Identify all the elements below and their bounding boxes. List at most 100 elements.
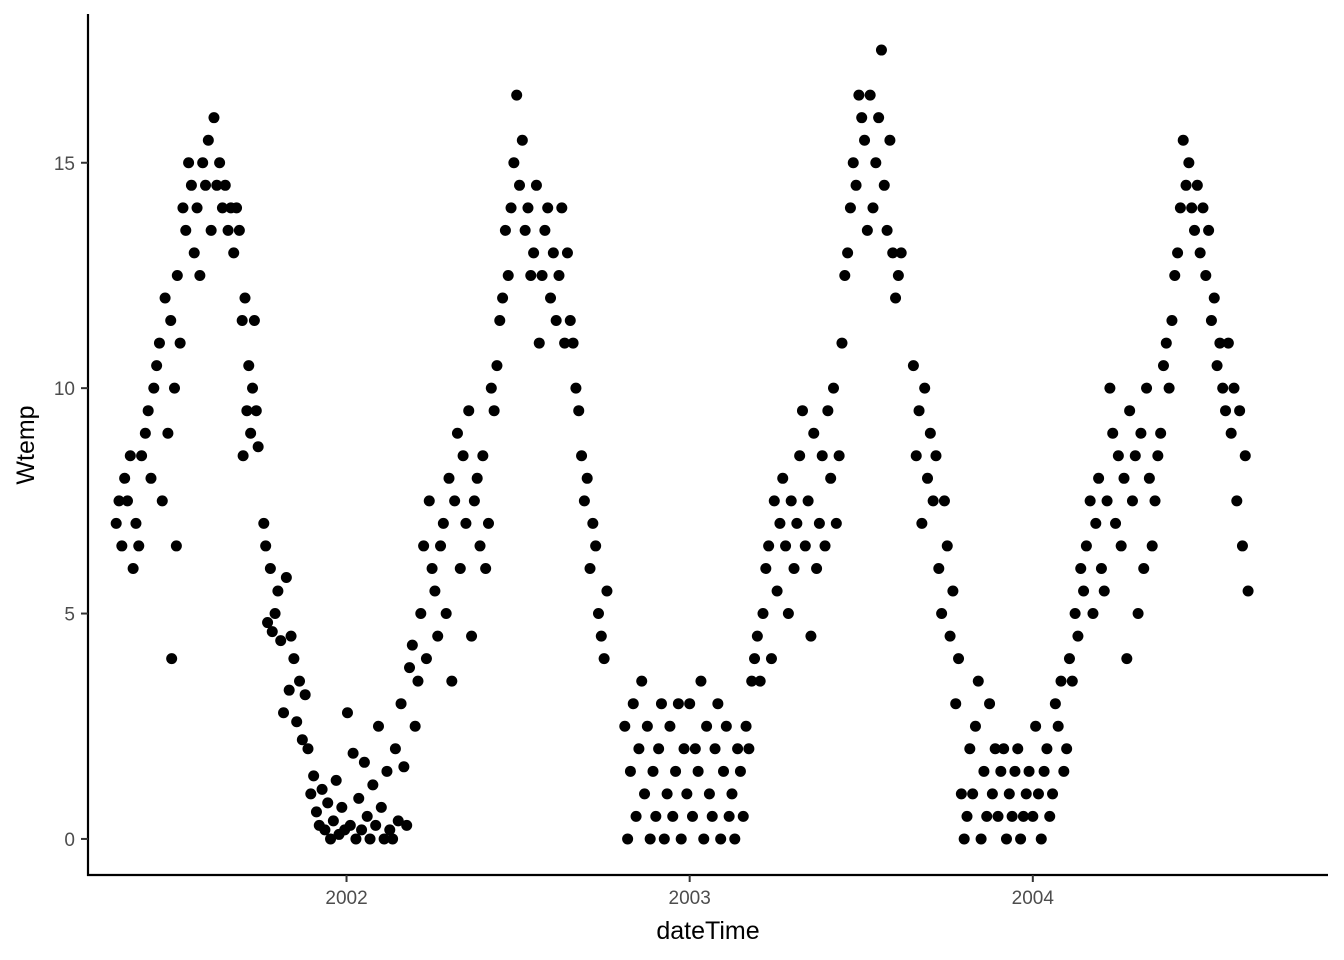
- data-point: [870, 157, 882, 169]
- data-point: [327, 815, 339, 827]
- data-point: [813, 517, 825, 529]
- data-point: [828, 382, 839, 394]
- data-point: [556, 202, 568, 214]
- data-point: [330, 774, 342, 786]
- data-point: [1055, 675, 1067, 687]
- data-point: [684, 698, 696, 710]
- data-point: [1035, 833, 1047, 845]
- y-tick-label: 10: [54, 379, 75, 400]
- data-point: [794, 450, 806, 462]
- data-point: [1132, 608, 1144, 620]
- data-point: [1101, 495, 1113, 507]
- data-point: [830, 517, 842, 529]
- data-point: [151, 360, 163, 372]
- data-point: [1017, 810, 1029, 822]
- data-point: [919, 382, 931, 394]
- data-point: [514, 179, 526, 191]
- data-point: [522, 202, 534, 214]
- data-point: [819, 540, 831, 552]
- data-point: [241, 405, 253, 417]
- data-point: [737, 810, 749, 822]
- data-point: [308, 770, 320, 782]
- data-point: [305, 788, 317, 800]
- data-point: [995, 765, 1007, 777]
- data-point: [780, 540, 792, 552]
- data-point: [1228, 382, 1240, 394]
- data-point: [491, 360, 503, 372]
- data-point: [372, 720, 384, 732]
- data-point: [1009, 765, 1021, 777]
- data-point: [1149, 495, 1161, 507]
- data-point: [406, 639, 418, 651]
- data-point: [378, 833, 390, 845]
- data-point: [822, 405, 834, 417]
- data-point: [859, 134, 871, 146]
- data-point: [1141, 382, 1153, 394]
- data-point: [145, 472, 157, 484]
- data-point: [294, 675, 306, 687]
- data-point: [177, 202, 189, 214]
- data-point: [1160, 337, 1172, 349]
- data-point: [1197, 202, 1209, 214]
- data-point: [474, 540, 486, 552]
- data-point: [1020, 788, 1032, 800]
- data-point: [1023, 765, 1035, 777]
- data-point: [598, 653, 610, 665]
- data-point: [468, 495, 480, 507]
- data-point: [757, 608, 769, 620]
- data-point: [384, 824, 396, 836]
- data-point: [381, 765, 393, 777]
- data-point: [508, 157, 520, 169]
- data-point: [986, 788, 998, 800]
- data-point: [1208, 292, 1220, 304]
- data-point: [1126, 495, 1138, 507]
- data-point: [576, 450, 588, 462]
- data-point: [361, 810, 373, 822]
- data-point: [1087, 608, 1099, 620]
- data-point: [266, 626, 278, 638]
- data-point: [1084, 495, 1096, 507]
- data-point: [1203, 224, 1215, 236]
- data-point: [630, 810, 642, 822]
- data-point: [451, 427, 463, 439]
- data-point: [763, 540, 775, 552]
- data-point: [159, 292, 171, 304]
- data-point: [401, 819, 413, 831]
- data-point: [1115, 540, 1127, 552]
- data-point: [392, 815, 404, 827]
- data-point: [1225, 427, 1237, 439]
- data-point: [867, 202, 879, 214]
- data-point: [681, 788, 693, 800]
- data-point: [698, 833, 710, 845]
- data-point: [130, 517, 142, 529]
- data-point: [387, 833, 399, 845]
- data-point: [216, 202, 228, 214]
- data-point: [208, 112, 220, 124]
- data-point: [1049, 698, 1061, 710]
- data-point: [884, 134, 896, 146]
- data-point: [260, 540, 272, 552]
- data-point: [1152, 450, 1164, 462]
- data-point: [907, 360, 919, 372]
- data-point: [981, 810, 993, 822]
- data-point: [446, 675, 458, 687]
- data-point: [288, 653, 300, 665]
- x-axis-title: dateTime: [656, 917, 759, 945]
- data-point: [262, 617, 274, 629]
- data-point: [1124, 405, 1136, 417]
- data-point: [1041, 743, 1053, 755]
- data-point: [233, 224, 245, 236]
- data-point: [322, 797, 334, 809]
- data-point: [639, 788, 651, 800]
- data-point: [426, 562, 438, 574]
- y-axis-ticks: 0 5 10 15: [54, 154, 88, 851]
- data-point: [1180, 179, 1192, 191]
- data-point: [325, 833, 337, 845]
- data-point: [647, 765, 659, 777]
- data-point: [581, 472, 593, 484]
- data-point: [644, 833, 656, 845]
- data-point: [1121, 653, 1133, 665]
- data-point: [670, 765, 682, 777]
- data-point: [1075, 562, 1087, 574]
- data-point: [850, 179, 862, 191]
